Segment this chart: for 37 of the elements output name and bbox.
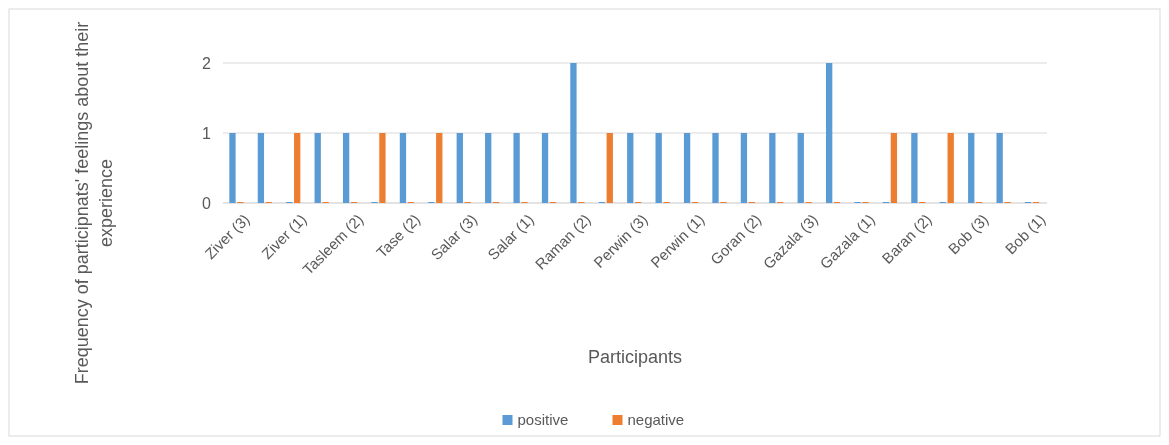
bar xyxy=(342,133,350,203)
bar xyxy=(399,133,407,203)
legend-label: positive xyxy=(517,411,569,428)
bar xyxy=(826,63,833,203)
bar xyxy=(996,133,1003,203)
x-tick-label: Tase (2) xyxy=(372,210,424,261)
bar xyxy=(294,133,301,203)
y-tick-label: 1 xyxy=(202,124,212,142)
y-tick-label: 2 xyxy=(202,54,212,72)
bar xyxy=(740,133,748,203)
bar xyxy=(797,133,804,203)
x-tick-label: Bob (1) xyxy=(1001,210,1049,258)
bar xyxy=(229,133,236,203)
bar xyxy=(627,133,634,203)
bar xyxy=(606,133,613,203)
bar xyxy=(485,133,492,203)
bar xyxy=(436,133,443,203)
bar xyxy=(769,133,776,203)
x-axis-title: Participants xyxy=(587,347,683,367)
y-axis-title: Frequency of participnats' feelings about their experience xyxy=(72,21,116,385)
bar xyxy=(911,133,918,203)
bar xyxy=(513,133,520,203)
bar xyxy=(456,133,463,203)
bar xyxy=(947,133,954,203)
bar xyxy=(541,133,549,203)
y-tick-label: 0 xyxy=(202,194,212,212)
bar xyxy=(257,133,265,203)
bar xyxy=(890,133,898,203)
legend-label: negative xyxy=(627,411,685,428)
bar xyxy=(570,63,577,203)
x-tick-label: Bob (3) xyxy=(944,210,992,258)
bar xyxy=(655,133,662,203)
bar xyxy=(968,133,975,203)
bar xyxy=(712,133,719,203)
bar xyxy=(314,133,321,203)
bar xyxy=(683,133,691,203)
bar xyxy=(379,133,386,203)
